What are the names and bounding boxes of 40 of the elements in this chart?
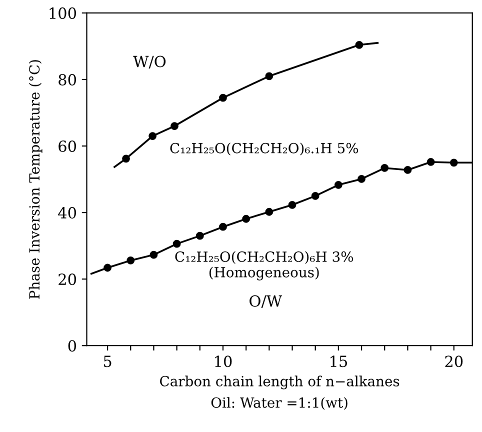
point (170, 122, 178, 130)
y-tick-label: 80 (58, 74, 76, 86)
point (265, 72, 274, 80)
point (380, 164, 389, 172)
x-tick-label: 5 (104, 356, 112, 368)
x-tick-label: 15 (330, 356, 347, 368)
point (126, 256, 135, 264)
text: Oil: Water =1:1(wt) (211, 397, 348, 410)
point (426, 158, 435, 166)
point (219, 222, 227, 231)
point (104, 264, 112, 272)
point (242, 214, 250, 223)
point (122, 154, 130, 163)
point (148, 132, 157, 140)
annotation: C₁₂H₂₅O(CH₂CH₂O)₆.₁H 5% (170, 142, 358, 156)
point (311, 192, 320, 200)
point (288, 200, 296, 209)
annotation: W/O (133, 56, 166, 68)
annotation: C₁₂H₂₅O(CH₂CH₂O)₆H 3% (Homogeneous) (175, 251, 354, 280)
line-series (114, 40, 379, 168)
y-axis-title: Phase Inversion Temperature (°C) (28, 60, 42, 299)
point (355, 40, 364, 49)
point (450, 158, 458, 167)
y-tick-label: 0 (68, 340, 76, 352)
y-tick-label: 60 (58, 140, 76, 152)
point (404, 166, 412, 174)
point (334, 180, 342, 189)
point (219, 94, 227, 102)
y-tick-label: 20 (58, 274, 76, 286)
point (196, 232, 204, 240)
point (172, 240, 181, 248)
point (265, 208, 274, 216)
point (150, 250, 158, 259)
annotation: O/W (250, 295, 282, 308)
y-tick-label: 40 (58, 207, 76, 219)
y-tick-label: 100 (50, 7, 76, 19)
point (358, 174, 366, 183)
x-tick-label: 10 (215, 356, 232, 368)
x-tick-label: 20 (445, 356, 463, 368)
x-axis-title: Carbon chain length of n−alkanes (160, 376, 400, 390)
